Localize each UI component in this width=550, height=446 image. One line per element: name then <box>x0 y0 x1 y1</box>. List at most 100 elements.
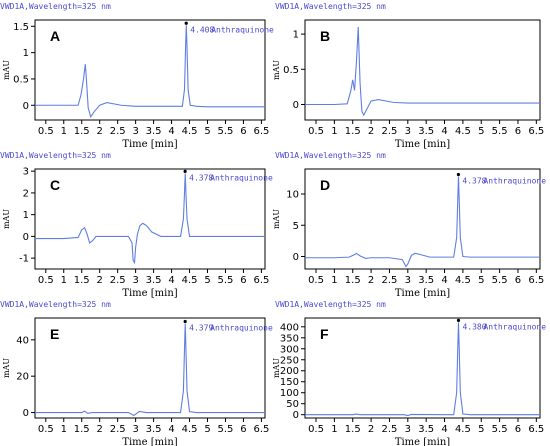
x-tick-label: 3 <box>132 424 138 435</box>
y-tick-label: 1 <box>23 48 29 59</box>
x-tick-label: 2 <box>368 126 374 137</box>
x-tick-label: 3 <box>405 275 411 286</box>
y-tick-label: 0 <box>293 252 299 263</box>
x-tick-label: 3 <box>132 126 138 137</box>
x-axis-title: Time [min] <box>395 437 450 446</box>
y-axis-title: mAU <box>2 60 11 80</box>
x-tick-label: 1.5 <box>74 275 90 286</box>
x-tick-label: 1 <box>61 126 67 137</box>
peak-compound-name: Anthraquinone <box>483 177 546 186</box>
chromatogram-b-svg: VWD1A,Wavelength=325 nm B 0 0.5 1 0.5 1 1.5 2 2.5… <box>272 2 544 150</box>
x-tick-label: 6 <box>240 424 246 435</box>
x-tick-label: 1.5 <box>74 424 90 435</box>
chromatogram-trace-d <box>305 176 540 268</box>
x-tick-label: 1.5 <box>345 275 361 286</box>
x-tick-label: 5 <box>478 275 484 286</box>
plot-frame <box>34 168 266 270</box>
x-tick-label: 5.5 <box>492 424 508 435</box>
x-tick-label: 1 <box>331 275 337 286</box>
y-tick-label: -1 <box>19 254 29 265</box>
x-tick-label: 3.5 <box>418 126 434 137</box>
y-tick-label: 350 <box>280 333 299 344</box>
x-tick-label: 0.5 <box>38 275 54 286</box>
peak-retention-time: 4.378 <box>462 177 486 186</box>
y-tick-label: 50 <box>286 399 299 410</box>
x-tick-label: 4.5 <box>455 424 471 435</box>
peak-compound-name: Anthraquinone <box>210 323 273 332</box>
peak-marker <box>456 172 461 177</box>
y-axis-title: mAU <box>2 358 11 378</box>
plot-frame <box>304 168 541 270</box>
y-axis-title: mAU <box>272 60 281 80</box>
x-tick-label: 5 <box>204 126 210 137</box>
x-tick-label: 5.5 <box>492 126 508 137</box>
panel-letter: A <box>50 28 60 44</box>
y-tick-label: 0 <box>293 410 299 421</box>
x-tick-label: 3.5 <box>418 424 434 435</box>
x-tick-label: 0.5 <box>38 126 54 137</box>
chromatogram-e-svg: VWD1A,Wavelength=325 nm E 0 20 40 0.5 1 1.5 2 2.5… <box>0 300 273 446</box>
chromatogram-panel-b: VWD1A,Wavelength=325 nm B 0 0.5 1 0.5 1 1.5 2 2.5… <box>272 0 550 150</box>
x-tick-label: 0.5 <box>308 424 324 435</box>
peak-retention-time: 4.380 <box>462 322 486 331</box>
x-tick-label: 5.5 <box>218 275 234 286</box>
chromatogram-c-svg: VWD1A,Wavelength=325 nm C -1 0 1 2 3 0.5 1 1.5 2 2.… <box>0 151 273 299</box>
x-tick-label: 6 <box>515 424 521 435</box>
x-tick-label: 5.5 <box>492 275 508 286</box>
plot-frame <box>304 19 541 121</box>
x-tick-label: 4 <box>441 424 447 435</box>
x-tick-label: 5.5 <box>218 126 234 137</box>
peak-compound-name: Anthraquinone <box>211 25 274 34</box>
x-tick-label: 4.5 <box>455 126 471 137</box>
y-tick-label: 40 <box>16 335 29 346</box>
y-tick-label: 0 <box>23 101 29 112</box>
panel-letter: D <box>320 177 330 193</box>
plot-frame <box>34 19 266 121</box>
x-tick-label: 0.5 <box>308 126 324 137</box>
y-axis-title: mAU <box>272 358 281 378</box>
x-tick-label: 5.5 <box>218 424 234 435</box>
x-tick-label: 1 <box>61 424 67 435</box>
y-tick-label: 1.5 <box>13 22 29 33</box>
plot-frame <box>304 317 541 419</box>
x-tick-label: 4.5 <box>182 126 198 137</box>
x-tick-label: 4 <box>168 126 174 137</box>
y-tick-label: 3 <box>23 167 29 178</box>
peak-retention-time: 4.379 <box>189 323 213 332</box>
chromatogram-panel-e: VWD1A,Wavelength=325 nm E 0 20 40 0.5 1 1.5 2 2.5… <box>0 298 275 446</box>
y-tick-label: 200 <box>280 366 299 377</box>
x-tick-label: 2 <box>368 275 374 286</box>
x-tick-label: 2.5 <box>110 126 126 137</box>
chromatogram-trace-c <box>35 173 265 265</box>
x-tick-label: 6 <box>515 126 521 137</box>
x-tick-label: 4.5 <box>182 275 198 286</box>
x-tick-label: 6.5 <box>528 275 544 286</box>
x-tick-label: 3.5 <box>418 275 434 286</box>
x-tick-label: 3 <box>405 424 411 435</box>
y-tick-label: 150 <box>280 377 299 388</box>
panel-header: VWD1A,Wavelength=325 nm <box>275 2 386 11</box>
peak-compound-name: Anthraquinone <box>210 173 273 182</box>
x-axis-title: Time [min] <box>122 139 177 150</box>
x-tick-label: 3 <box>132 275 138 286</box>
chromatogram-trace-a <box>35 25 265 119</box>
chromatogram-panel-d: VWD1A,Wavelength=325 nm D 0 5 10 0.5 1 1.5 2 2.5 3… <box>272 149 550 299</box>
chromatogram-trace-b <box>305 27 540 117</box>
panel-letter: E <box>50 326 59 342</box>
x-tick-label: 5 <box>204 275 210 286</box>
x-tick-label: 6.5 <box>253 126 269 137</box>
x-tick-label: 2.5 <box>110 424 126 435</box>
x-tick-label: 4.5 <box>182 424 198 435</box>
peak-marker <box>184 21 188 25</box>
y-tick-label: 20 <box>16 372 29 383</box>
y-tick-label: 0 <box>23 408 29 419</box>
x-tick-label: 2 <box>97 424 103 435</box>
x-tick-label: 6 <box>515 275 521 286</box>
chromatogram-a-svg: VWD1A,Wavelength=325 nm A 0 0.5 1 1.5 0.5 1 1.5 2… <box>0 2 274 150</box>
x-tick-label: 5 <box>478 424 484 435</box>
x-tick-label: 2.5 <box>382 126 398 137</box>
x-tick-label: 1 <box>331 126 337 137</box>
x-tick-label: 6.5 <box>253 275 269 286</box>
y-tick-label: 0.5 <box>13 74 29 85</box>
x-tick-label: 2.5 <box>110 275 126 286</box>
